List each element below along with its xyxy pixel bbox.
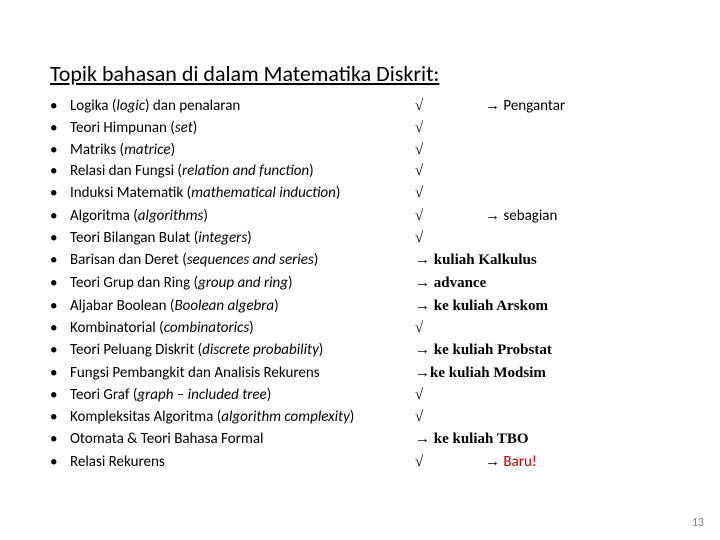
check-icon: √: [415, 140, 485, 162]
bullet-icon: •: [50, 140, 70, 162]
topic-text: Barisan dan Deret (sequences and series): [70, 250, 415, 272]
bullet-icon: •: [50, 340, 70, 362]
topic-text: Relasi Rekurens: [70, 452, 415, 474]
topic-text: Teori Himpunan (set): [70, 118, 415, 140]
check-icon: √: [415, 385, 485, 407]
bullet-icon: •: [50, 206, 70, 228]
bullet-icon: •: [50, 407, 70, 429]
topic-text: Induksi Matematik (mathematical inductio…: [70, 183, 415, 205]
arrow-icon: → ke kuliah TBO: [415, 428, 625, 451]
check-icon: √: [415, 183, 485, 205]
topic-row: •Teori Himpunan (set)√: [50, 118, 670, 140]
check-icon: √: [415, 118, 485, 140]
bullet-icon: •: [50, 118, 70, 140]
bullet-icon: •: [50, 452, 70, 474]
slide: Topik bahasan di dalam Matematika Diskri…: [0, 0, 720, 540]
note-text: → Pengantar: [485, 95, 625, 118]
topic-text: Kombinatorial (combinatorics): [70, 318, 415, 340]
note-text: → Baru!: [485, 451, 625, 474]
topic-text: Teori Bilangan Bulat (integers): [70, 228, 415, 250]
page-number: 13: [692, 516, 704, 530]
topic-text: Algoritma (algorithms): [70, 206, 415, 228]
topic-text: Relasi dan Fungsi (relation and function…: [70, 161, 415, 183]
topic-text: Fungsi Pembangkit dan Analisis Rekurens: [70, 363, 415, 385]
topic-text: Teori Peluang Diskrit (discrete probabil…: [70, 340, 415, 362]
topic-row: •Algoritma (algorithms)√→ sebagian: [50, 205, 670, 228]
arrow-icon: → ke kuliah Probstat: [415, 339, 625, 362]
check-icon: √: [415, 206, 485, 228]
topic-row: •Aljabar Boolean (Boolean algebra)→ ke k…: [50, 295, 670, 318]
bullet-icon: •: [50, 228, 70, 250]
topic-row: •Relasi Rekurens√→ Baru!: [50, 451, 670, 474]
slide-title: Topik bahasan di dalam Matematika Diskri…: [50, 60, 670, 87]
topic-row: •Otomata & Teori Bahasa Formal→ ke kulia…: [50, 428, 670, 451]
check-icon: √: [415, 407, 485, 429]
topic-text: Teori Grup dan Ring (group and ring): [70, 273, 415, 295]
check-icon: √: [415, 452, 485, 474]
topic-row: •Matriks (matrice)√: [50, 140, 670, 162]
topic-text: Kompleksitas Algoritma (algorithm comple…: [70, 407, 415, 429]
check-icon: √: [415, 318, 485, 340]
bullet-icon: •: [50, 183, 70, 205]
arrow-icon: → advance: [415, 272, 625, 295]
topic-row: •Teori Graf (graph – included tree)√: [50, 385, 670, 407]
topic-list: •Logika (logic) dan penalaran√→ Penganta…: [50, 95, 670, 474]
bullet-icon: •: [50, 385, 70, 407]
bullet-icon: •: [50, 96, 70, 118]
topic-row: •Barisan dan Deret (sequences and series…: [50, 249, 670, 272]
check-icon: √: [415, 228, 485, 250]
topic-row: •Relasi dan Fungsi (relation and functio…: [50, 161, 670, 183]
topic-text: Logika (logic) dan penalaran: [70, 96, 415, 118]
topic-row: •Teori Peluang Diskrit (discrete probabi…: [50, 339, 670, 362]
topic-row: •Teori Bilangan Bulat (integers)√: [50, 228, 670, 250]
topic-row: •Induksi Matematik (mathematical inducti…: [50, 183, 670, 205]
bullet-icon: •: [50, 273, 70, 295]
check-icon: √: [415, 96, 485, 118]
topic-text: Teori Graf (graph – included tree): [70, 385, 415, 407]
topic-row: •Kompleksitas Algoritma (algorithm compl…: [50, 407, 670, 429]
topic-row: •Logika (logic) dan penalaran√→ Penganta…: [50, 95, 670, 118]
check-icon: √: [415, 161, 485, 183]
topic-row: •Kombinatorial (combinatorics)√: [50, 318, 670, 340]
topic-row: •Teori Grup dan Ring (group and ring)→ a…: [50, 272, 670, 295]
bullet-icon: •: [50, 318, 70, 340]
bullet-icon: •: [50, 363, 70, 385]
bullet-icon: •: [50, 429, 70, 451]
bullet-icon: •: [50, 296, 70, 318]
bullet-icon: •: [50, 161, 70, 183]
note-text: → sebagian: [485, 205, 625, 228]
arrow-icon: → ke kuliah Arskom: [415, 295, 625, 318]
topic-text: Otomata & Teori Bahasa Formal: [70, 429, 415, 451]
topic-text: Aljabar Boolean (Boolean algebra): [70, 296, 415, 318]
arrow-icon: →ke kuliah Modsim: [415, 362, 625, 385]
arrow-icon: → kuliah Kalkulus: [415, 249, 625, 272]
topic-text: Matriks (matrice): [70, 140, 415, 162]
topic-row: •Fungsi Pembangkit dan Analisis Rekurens…: [50, 362, 670, 385]
bullet-icon: •: [50, 250, 70, 272]
